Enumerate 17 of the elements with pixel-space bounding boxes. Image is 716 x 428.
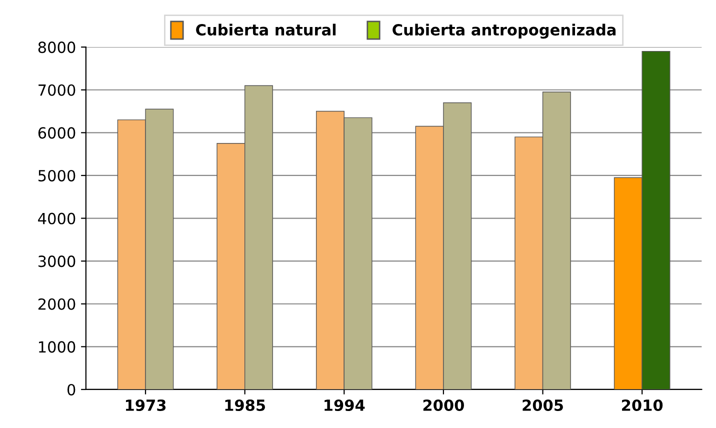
x-tick-label: 2005 (522, 399, 563, 412)
y-tick-label: 2000 (38, 298, 76, 310)
y-tick-label: 1000 (38, 341, 76, 353)
x-tick-label: 2010 (622, 399, 663, 412)
x-tick-label: 1973 (126, 399, 166, 412)
y-tick-label: 7000 (38, 84, 76, 96)
series-label: Cubierta antropogenizada (392, 24, 616, 39)
y-tick-label: 0 (67, 384, 76, 396)
y-tick-label: 5000 (38, 170, 76, 182)
x-tick-label: 1994 (324, 399, 365, 412)
y-tick-label: 6000 (38, 127, 76, 139)
y-tick-label: 4000 (38, 212, 76, 224)
legend-label: Cubierta natural (196, 24, 336, 36)
x-tick-label: 2000 (423, 399, 464, 412)
y-tick-label: 3000 (38, 256, 76, 268)
y-tick-label: 8000 (38, 42, 76, 54)
x-tick-label: 1985 (225, 399, 266, 412)
